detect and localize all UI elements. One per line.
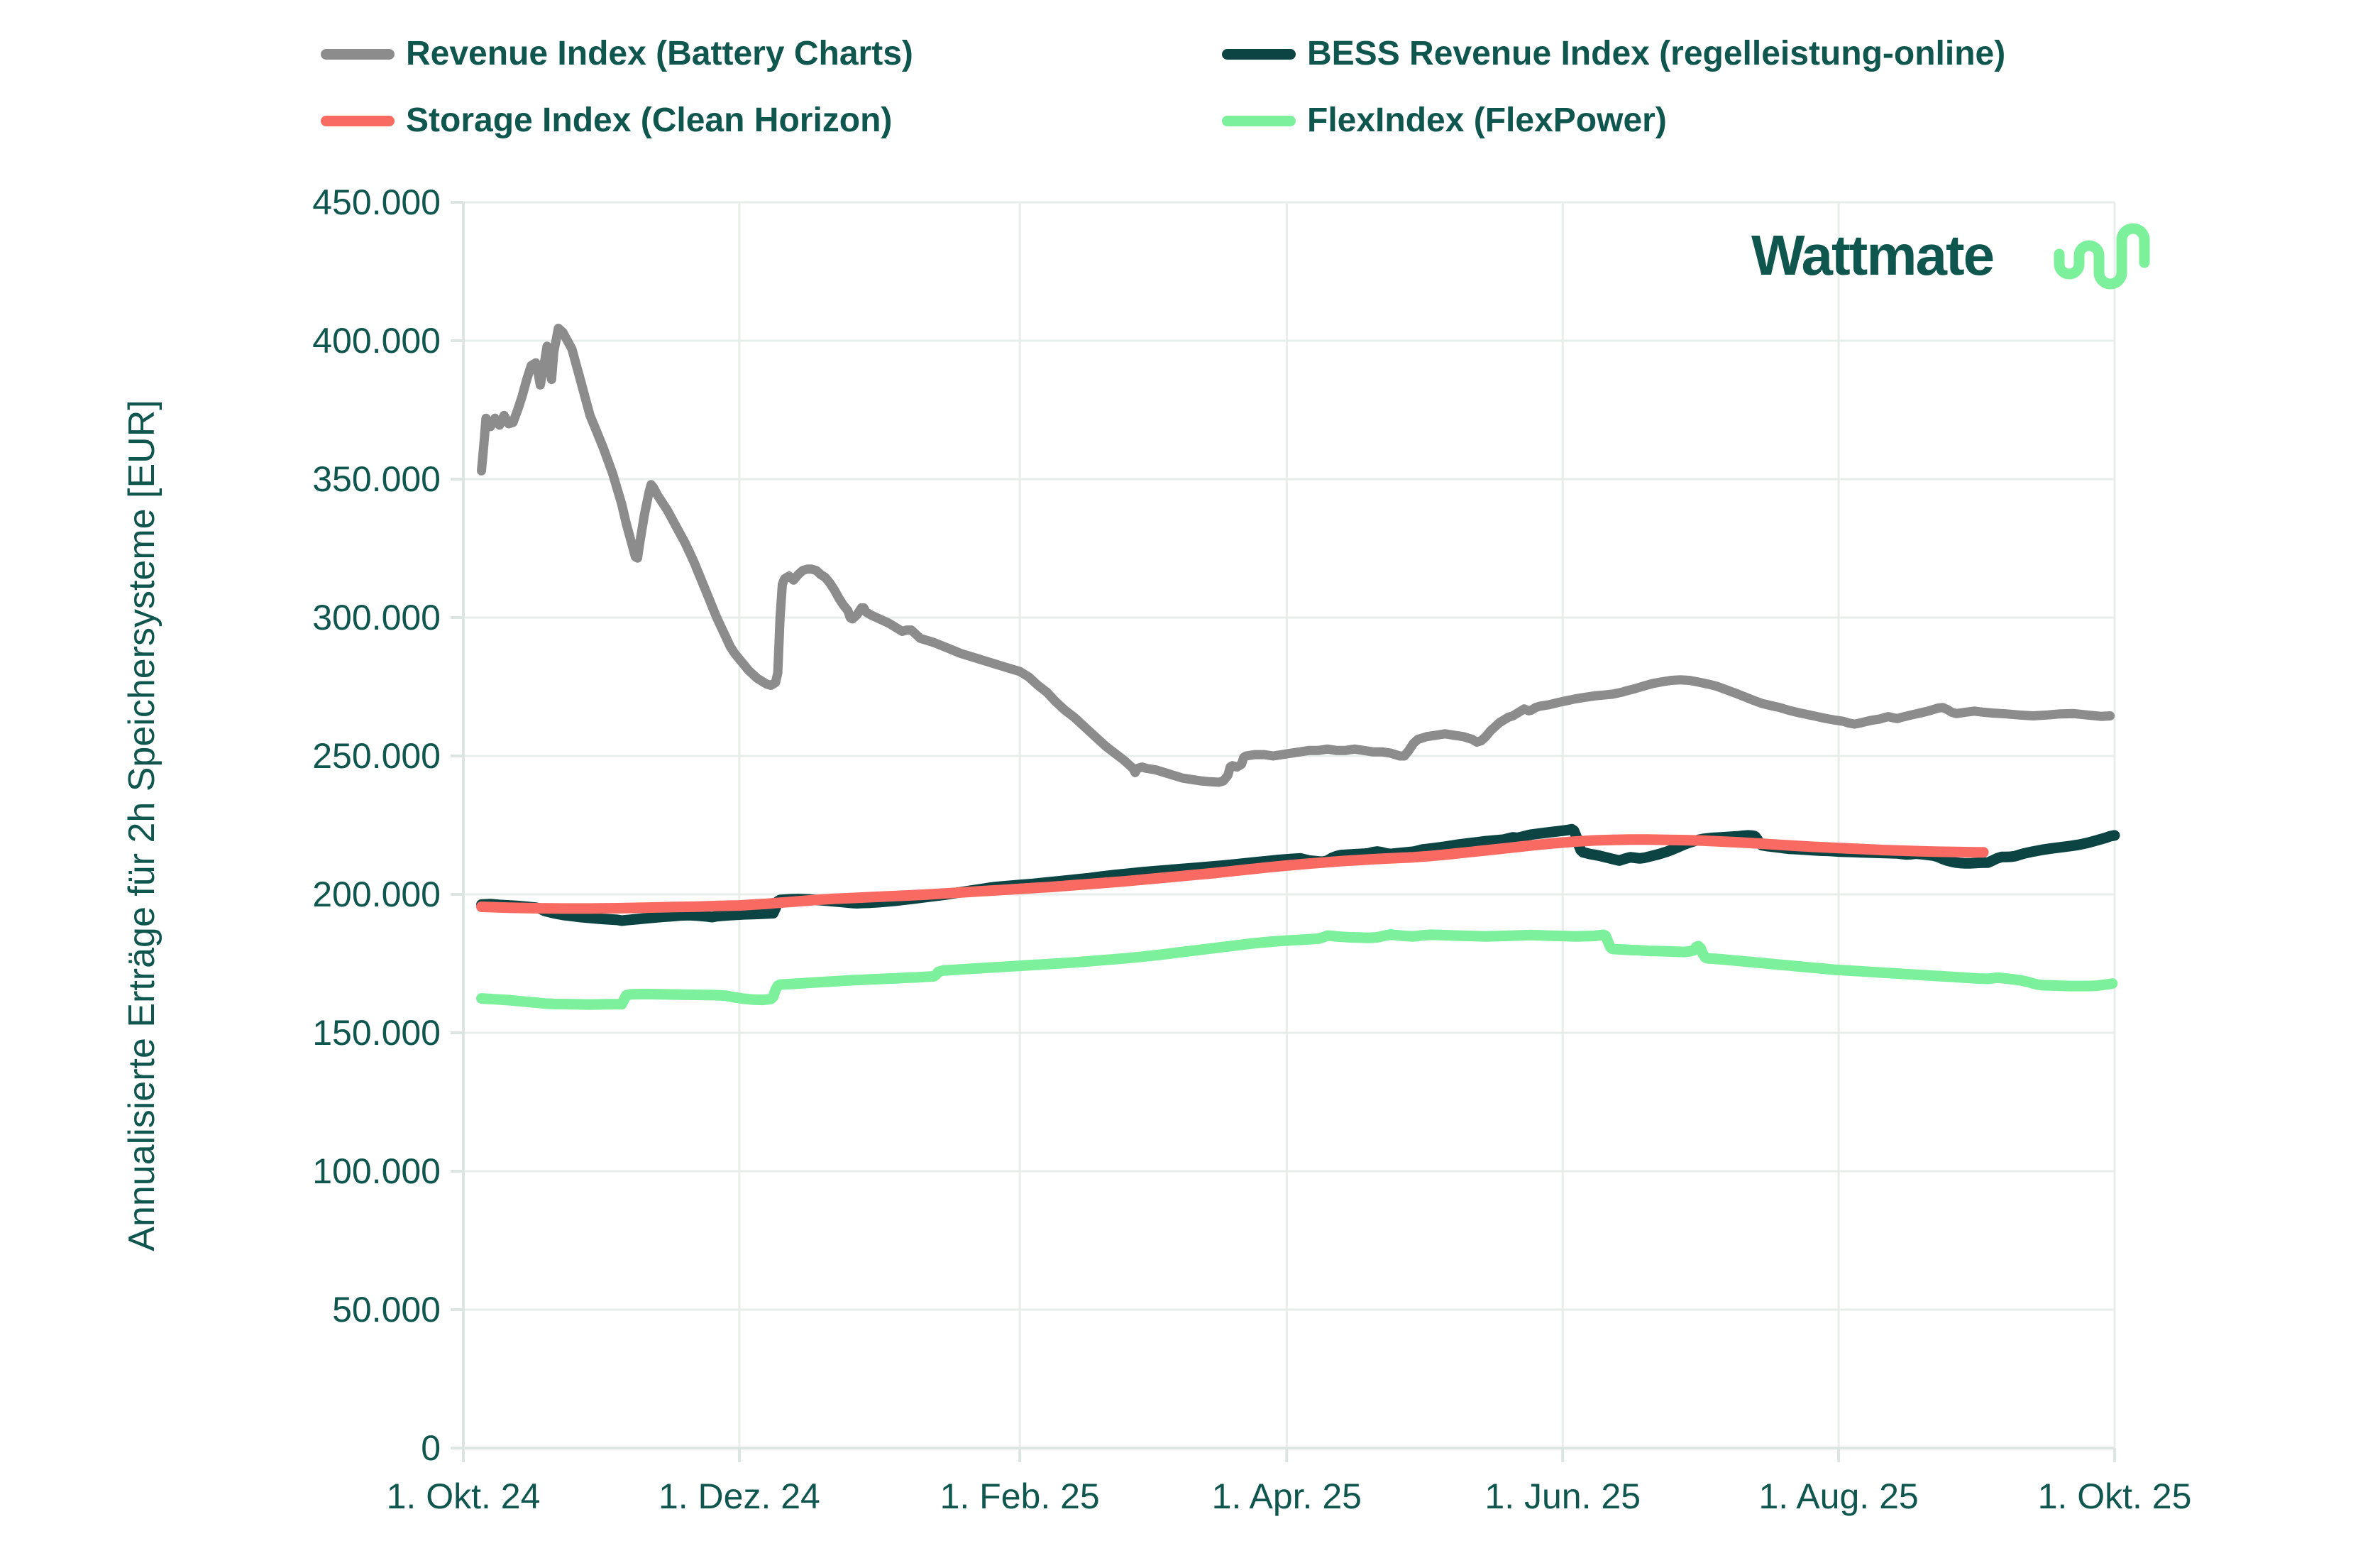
legend-swatch-revenue-index [321,48,395,60]
legend-swatch-flexindex [1222,115,1296,126]
legend-item-bess-revenue-index: BESS Revenue Index (regelleistung-online… [1222,37,2005,71]
y-tick-label: 450.000 [312,182,441,222]
x-tick-label: 1. Dez. 24 [659,1476,820,1516]
y-tick-label: 250.000 [312,736,441,776]
y-tick-label: 100.000 [312,1151,441,1191]
y-tick-label: 200.000 [312,875,441,914]
series-line-0 [477,324,2115,787]
legend-label-flexindex: FlexIndex (FlexPower) [1307,102,1667,139]
y-axis-title: Annualisierte Erträge für 2h Speichersys… [121,400,162,1251]
y-tick-label: 50.000 [332,1290,441,1330]
series-line-3 [476,929,2118,1010]
y-tick-label: 400.000 [312,321,441,361]
y-tick-label: 0 [421,1428,441,1468]
legend-item-storage-index: Storage Index (Clean Horizon) [321,104,892,138]
legend-label-storage-index: Storage Index (Clean Horizon) [406,102,893,139]
wattmate-logo-squiggle-icon [2054,223,2150,290]
x-tick-label: 1. Feb. 25 [940,1476,1100,1516]
x-tick-label: 1. Okt. 25 [2038,1476,2192,1516]
y-tick-label: 350.000 [312,459,441,499]
y-tick-label: 300.000 [312,598,441,637]
legend-item-revenue-index-battery-charts: Revenue Index (Battery Charts) [321,37,913,71]
x-tick-label: 1. Okt. 24 [387,1476,541,1516]
legend-swatch-bess-revenue-index [1222,48,1296,60]
legend-label-revenue-index: Revenue Index (Battery Charts) [406,35,913,72]
wattmate-logo-text: Wattmate [1751,224,1995,287]
x-tick-label: 1. Jun. 25 [1484,1476,1641,1516]
series-line-2 [476,834,1989,914]
x-tick-label: 1. Aug. 25 [1759,1476,1919,1516]
x-tick-label: 1. Apr. 25 [1212,1476,1362,1516]
legend-swatch-storage-index [321,115,395,126]
y-tick-label: 150.000 [312,1013,441,1053]
legend-item-flexindex: FlexIndex (FlexPower) [1222,104,1667,138]
legend-label-bess-revenue-index: BESS Revenue Index (regelleistung-online… [1307,35,2006,72]
